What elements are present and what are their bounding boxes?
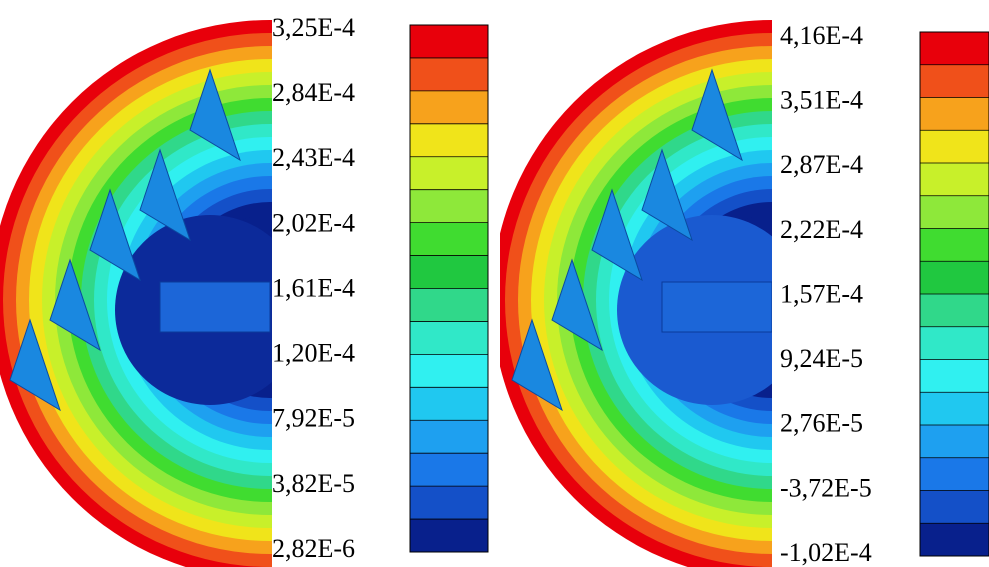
legend-band xyxy=(410,486,488,519)
legend-label: 2,22E-4 xyxy=(780,215,863,244)
legend-label: 1,61E-4 xyxy=(272,273,355,302)
legend-band xyxy=(920,229,989,262)
legend-label: 1,20E-4 xyxy=(272,339,355,368)
legend-band xyxy=(920,98,989,131)
legend-label: 4,16E-4 xyxy=(780,21,863,50)
legend-label: 2,76E-5 xyxy=(780,409,863,438)
legend-band xyxy=(410,157,488,190)
legend-band xyxy=(920,360,989,393)
legend-label: -1,02E-4 xyxy=(780,538,872,567)
legend-label: 3,25E-4 xyxy=(272,13,355,42)
legend-band xyxy=(410,223,488,256)
legend-band xyxy=(920,261,989,294)
legend-label: 2,82E-6 xyxy=(272,534,355,563)
legend-label: 2,02E-4 xyxy=(272,208,355,237)
legend-band xyxy=(410,91,488,124)
legend-band xyxy=(410,354,488,387)
legend-band xyxy=(920,458,989,491)
legend-band xyxy=(920,392,989,425)
legend-band xyxy=(410,124,488,157)
legend-label: 2,84E-4 xyxy=(272,78,355,107)
legend-band xyxy=(920,130,989,163)
legend-label: 9,24E-5 xyxy=(780,344,863,373)
legend-label: 2,43E-4 xyxy=(272,143,355,172)
legend-band xyxy=(920,294,989,327)
legend-band xyxy=(410,25,488,58)
legend-label: 3,82E-5 xyxy=(272,469,355,498)
legend-band xyxy=(920,523,989,556)
legend-band xyxy=(920,425,989,458)
legend-label: 2,87E-4 xyxy=(780,150,863,179)
legend-label: 1,57E-4 xyxy=(780,279,863,308)
legend-label: -3,72E-5 xyxy=(780,473,872,502)
legend-band xyxy=(920,65,989,98)
legend-band xyxy=(410,420,488,453)
figure: 3,25E-4 2,84E-4 2,43E-4 2,02E-4 1,61E-4 1,20E… xyxy=(0,0,989,567)
legend-band xyxy=(410,519,488,552)
legend-label: 3,51E-4 xyxy=(780,86,863,115)
legend-band xyxy=(410,289,488,322)
legend-band xyxy=(410,190,488,223)
legend-band xyxy=(920,163,989,196)
legend-band xyxy=(410,453,488,486)
legend-band xyxy=(920,327,989,360)
legend-band xyxy=(410,58,488,91)
legend-label: 7,92E-5 xyxy=(272,404,355,433)
legend-band xyxy=(920,32,989,65)
legend-band xyxy=(410,256,488,289)
shaft xyxy=(662,282,772,332)
legend-band xyxy=(410,321,488,354)
legend-band xyxy=(920,196,989,229)
legend-band xyxy=(920,491,989,524)
legend-band xyxy=(410,387,488,420)
shaft xyxy=(160,282,270,332)
